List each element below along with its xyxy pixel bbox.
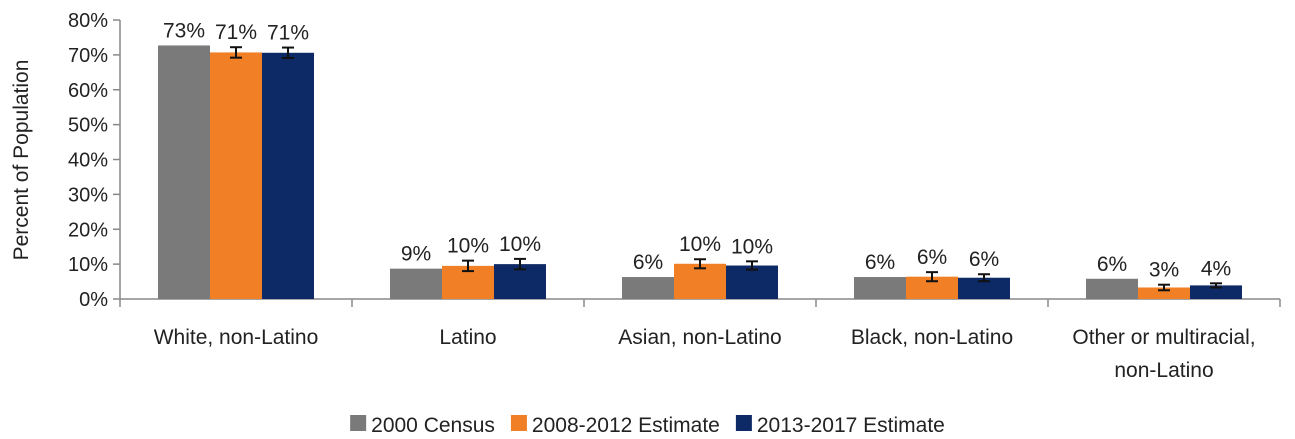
data-label: 9% — [401, 243, 431, 266]
data-labels: 73% 71% 71% 9% 10% 10% 6% 10% 10% 6% 6% 6% 6% 3% 4% — [163, 19, 1231, 281]
data-label: 6% — [633, 251, 663, 274]
legend-swatch — [510, 415, 527, 431]
y-tick-label: 10% — [68, 254, 108, 276]
bar — [158, 45, 210, 299]
legend-label: 2000 Census — [371, 414, 495, 437]
y-tick-label: 80% — [68, 10, 108, 32]
y-tick-label: 60% — [68, 80, 108, 102]
y-tick-label: 20% — [68, 219, 108, 241]
x-category-label: Other or multiracial, — [1072, 326, 1255, 349]
data-label: 3% — [1149, 259, 1179, 282]
data-label: 10% — [679, 233, 721, 256]
bar — [674, 263, 726, 299]
x-category-label: White, non-Latino — [154, 326, 319, 349]
data-label: 71% — [267, 22, 309, 45]
y-tick-label: 30% — [68, 184, 108, 206]
bar — [210, 52, 262, 300]
y-tick-label: 70% — [68, 45, 108, 67]
data-label: 4% — [1201, 257, 1231, 280]
y-tick-label: 50% — [68, 115, 108, 137]
bar — [958, 277, 1010, 299]
bar — [390, 268, 442, 299]
data-label: 10% — [447, 235, 489, 258]
legend-label: 2008-2012 Estimate — [532, 414, 720, 437]
bar — [262, 52, 314, 299]
y-tick-label: 0% — [79, 289, 108, 311]
data-label: 10% — [731, 235, 773, 258]
data-label: 71% — [215, 21, 257, 44]
legend-swatch — [735, 415, 752, 431]
y-axis-title: Percent of Population — [10, 60, 33, 261]
y-axis: 0% 10% 20% 30% 40% 50% 60% 70% 80% — [68, 10, 121, 311]
legend-label: 2013-2017 Estimate — [757, 414, 945, 437]
data-label: 6% — [1097, 253, 1127, 276]
bar — [1138, 287, 1190, 299]
data-label: 10% — [499, 233, 541, 256]
bar — [854, 277, 906, 299]
legend: 2000 Census 2008-2012 Estimate 2013-2017 E… — [350, 414, 945, 437]
y-tick-label: 40% — [68, 150, 108, 172]
category-labels: White, non-Latino Latino Asian, non-Latino… — [154, 326, 1256, 382]
bar — [622, 277, 674, 299]
data-label: 6% — [969, 248, 999, 271]
bar — [1190, 285, 1242, 299]
data-label: 73% — [163, 19, 205, 42]
legend-swatch — [350, 415, 367, 431]
data-label: 6% — [865, 251, 895, 274]
x-axis — [119, 298, 1281, 307]
x-category-label: Latino — [439, 326, 496, 349]
bars — [158, 45, 1242, 300]
bar — [906, 276, 958, 299]
x-category-label: non-Latino — [1114, 359, 1213, 382]
bar — [1086, 278, 1138, 299]
error-bars — [230, 46, 1222, 292]
x-category-label: Black, non-Latino — [851, 326, 1013, 349]
data-label: 6% — [917, 246, 947, 269]
x-category-label: Asian, non-Latino — [618, 326, 781, 349]
bar — [726, 265, 778, 299]
